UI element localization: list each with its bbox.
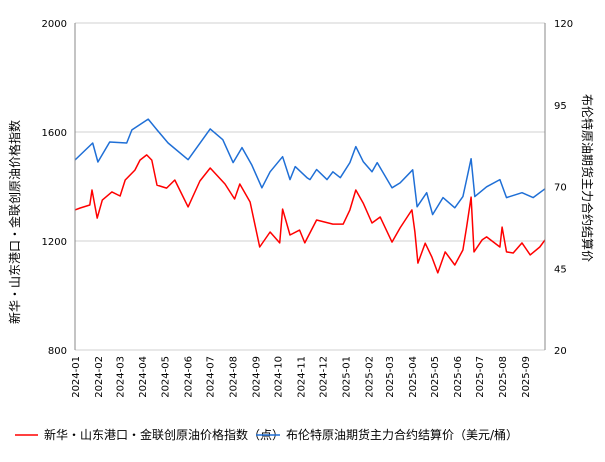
- series-line-index: [74, 154, 546, 274]
- x-tick-label: 2025-03: [385, 356, 396, 398]
- x-tick-label: 2024-10: [273, 356, 284, 398]
- right-tick-label: 70: [554, 183, 567, 194]
- plot-frame: [74, 23, 546, 350]
- x-tick-label: 2024-04: [138, 356, 149, 398]
- x-tick-label: 2025-02: [364, 356, 375, 398]
- x-tick-label: 2024-07: [205, 356, 216, 398]
- x-tick-label: 2024-01: [71, 356, 82, 398]
- x-tick-label: 2025-07: [475, 356, 486, 398]
- x-tick-label: 2024-02: [94, 356, 105, 398]
- left-axis-title: 新华・山东港口・金联创原油价格指数: [7, 120, 22, 324]
- x-tick-label: 2025-06: [453, 356, 464, 398]
- legend-label-index: 新华・山东港口・金联创原油价格指数（点）: [44, 427, 284, 442]
- right-axis-ticks: 20 45 70 95 120: [554, 19, 573, 357]
- x-axis-ticks: 2024-01 2024-02 2024-03 2024-04 2024-05 2024-…: [71, 356, 532, 398]
- left-tick-label: 800: [48, 346, 67, 357]
- gridlines: [75, 22, 545, 351]
- right-axis-title: 布伦特原油期货主力合约结算价: [580, 94, 595, 262]
- right-tick-label: 20: [554, 346, 567, 357]
- left-tick-label: 1600: [42, 128, 67, 139]
- series-lines: [74, 118, 546, 274]
- left-tick-label: 2000: [42, 19, 67, 30]
- series-line-brent: [74, 118, 546, 216]
- legend: 新华・山东港口・金联创原油价格指数（点） 布伦特原油期货主力合约结算价（美元/桶…: [15, 427, 518, 442]
- left-axis-ticks: 800 1200 1600 2000: [42, 19, 67, 357]
- right-tick-label: 120: [554, 19, 573, 30]
- x-tick-label: 2025-01: [341, 356, 352, 398]
- x-tick-label: 2024-12: [319, 356, 330, 398]
- x-tick-label: 2025-04: [408, 356, 419, 398]
- legend-label-brent: 布伦特原油期货主力合约结算价（美元/桶）: [286, 427, 518, 442]
- x-tick-label: 2025-08: [498, 356, 509, 398]
- x-tick-label: 2024-09: [251, 356, 262, 398]
- x-tick-label: 2024-06: [183, 356, 194, 398]
- x-tick-label: 2025-05: [430, 356, 441, 398]
- left-tick-label: 1200: [42, 237, 67, 248]
- x-tick-label: 2024-03: [115, 356, 126, 398]
- x-tick-label: 2024-11: [296, 356, 307, 398]
- x-tick-label: 2024-05: [160, 356, 171, 398]
- x-tick-label: 2024-08: [228, 356, 239, 398]
- right-tick-label: 45: [554, 264, 567, 275]
- right-tick-label: 95: [554, 101, 567, 112]
- x-tick-label: 2025-09: [521, 356, 532, 398]
